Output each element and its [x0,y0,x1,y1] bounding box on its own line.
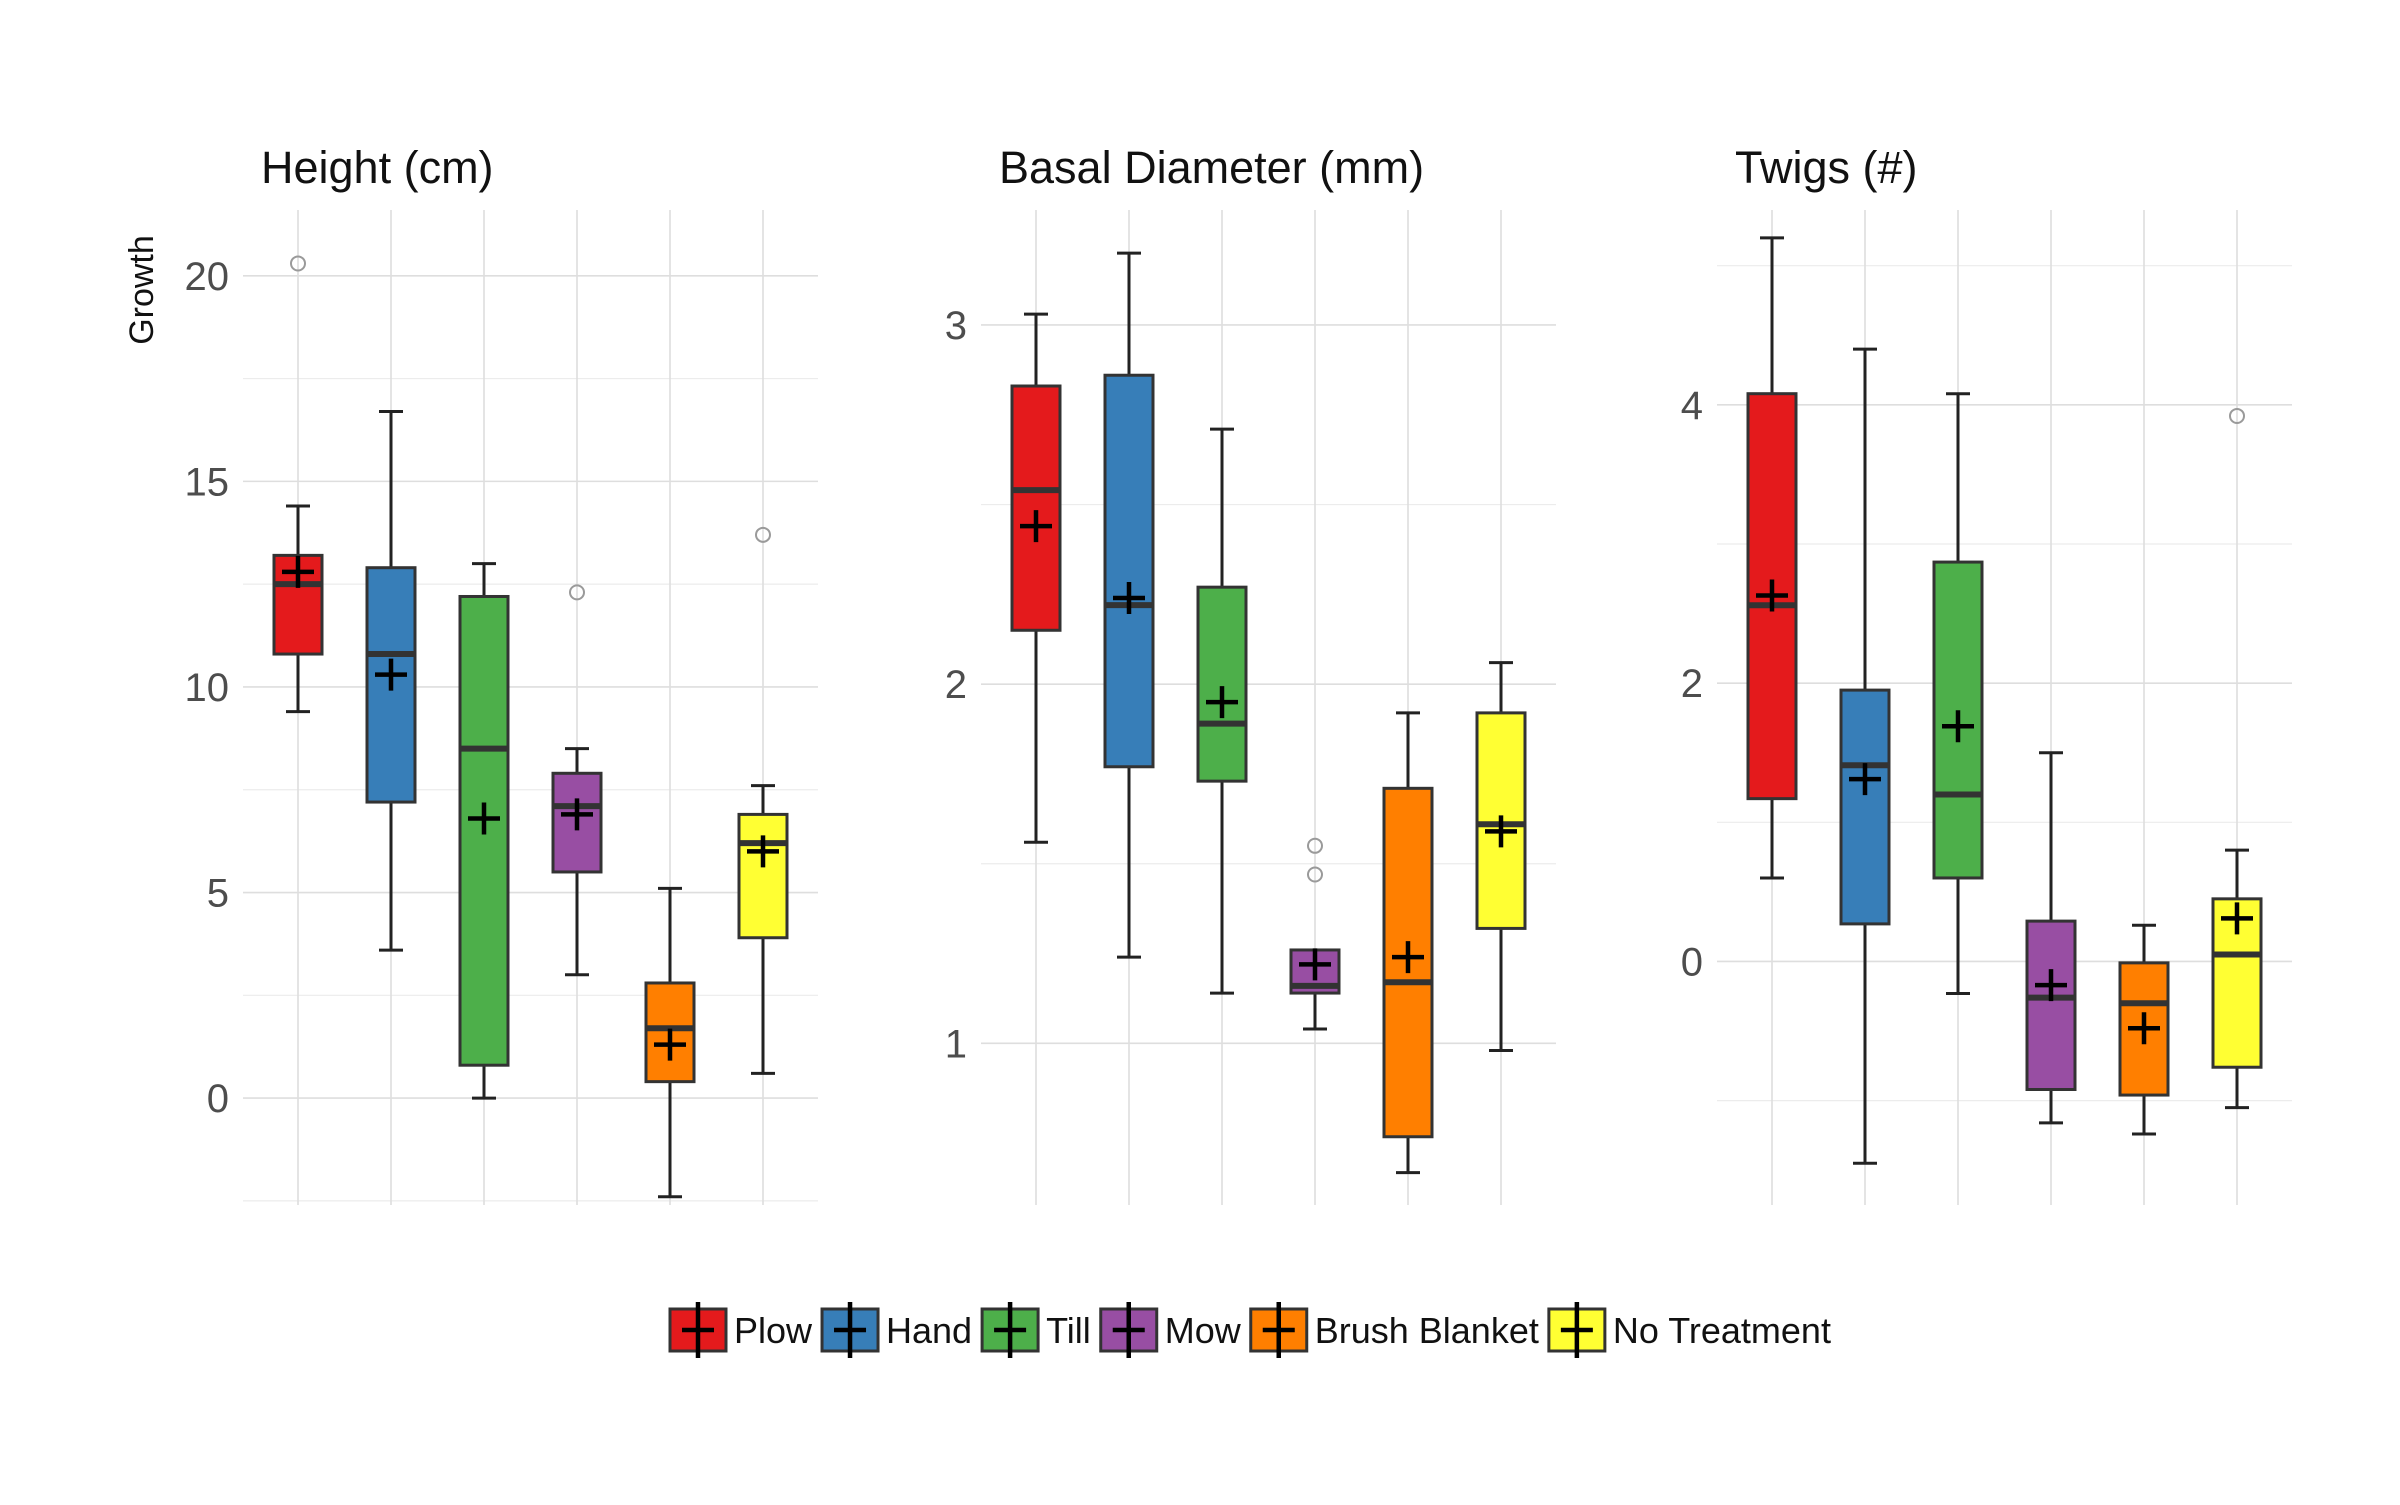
panel-3-hand-mean-marker [1849,763,1881,796]
panel-2-plow-box [1010,384,1062,632]
panel-3-no-treatment-outlier [2229,407,2245,424]
panel-2-plow-mean-marker [1020,510,1052,543]
panel-1-mow-outlier [569,584,585,601]
panel-1-till-mean-marker [468,802,500,835]
panel-2-no-treatment-mean-marker [1485,815,1517,848]
panel-3-mow-mean-marker [2035,969,2067,1002]
panel-1-no-treatment-outlier [755,526,771,543]
panel-1-plow-mean-marker [282,555,314,588]
panel-3-till-mean-marker [1942,710,1974,743]
legend-brush-blanket-key-cross [1262,1302,1295,1358]
panel-3-plow-mean-marker [1756,579,1788,612]
panel-1-hand-box [365,566,417,804]
panel-1-brush-blanket-mean-marker [654,1028,686,1061]
panel-2-mow-outlier [1307,866,1323,883]
panel-3-brush-blanket-mean-marker [2128,1012,2160,1045]
panel-2-brush-blanket-mean-marker [1392,941,1424,974]
panel-2-hand-box [1103,373,1155,769]
legend-hand-label: Hand [886,1310,972,1351]
panel-2-ytick-label: 1 [945,1022,967,1066]
panel-1-ytick-label: 20 [185,255,230,299]
panel-2-ytick-label: 2 [945,663,967,707]
panel-2-mow-outlier [1307,837,1323,854]
panel-1-plow-outlier [290,255,306,272]
legend-till-label: Till [1046,1310,1091,1351]
legend-no-treatment-key-cross [1560,1302,1593,1358]
panel-2-ytick-label: 3 [945,304,967,348]
panel-2-mow-mean-marker [1299,948,1331,981]
panel-3-ytick-label: 4 [1681,384,1703,428]
legend-till-key-cross [994,1302,1027,1358]
legend-plow-label: Plow [734,1310,813,1351]
legend-mow-label: Mow [1165,1310,1242,1351]
y-axis-label: Growth [123,235,161,345]
panel-1-no-treatment-box [737,812,789,940]
panel-3-ytick-label: 0 [1681,940,1703,984]
legend-no-treatment-label: No Treatment [1613,1310,1831,1351]
panel-2-till-mean-marker [1206,686,1238,719]
panel-3-hand-box [1839,688,1891,926]
panel-3-no-treatment-mean-marker [2221,902,2253,935]
legend-brush-blanket-label: Brush Blanket [1315,1310,1539,1351]
panel-1-title: Height (cm) [261,142,494,193]
panel-3-title: Twigs (#) [1735,142,1918,193]
legend-mow-key-cross [1112,1302,1145,1358]
panel-2-hand-mean-marker [1113,581,1145,614]
panel-1-no-treatment-mean-marker [747,835,779,868]
panel-1-hand-mean-marker [375,658,407,691]
panel-1-ytick-label: 10 [185,666,230,710]
legend-hand-key-cross [834,1302,867,1358]
panel-1-ytick-label: 15 [185,460,230,504]
panel-3-mow-box [2025,919,2077,1091]
panel-1-ytick-label: 0 [207,1077,229,1121]
panel-2-no-treatment-box [1475,711,1527,930]
panel-1-mow-mean-marker [561,798,593,831]
panel-2-title: Basal Diameter (mm) [999,142,1424,193]
panel-1-ytick-label: 5 [207,872,229,916]
panel-3-ytick-label: 2 [1681,662,1703,706]
panel-2-till-box [1196,585,1248,783]
legend-plow-key-cross [682,1302,714,1358]
